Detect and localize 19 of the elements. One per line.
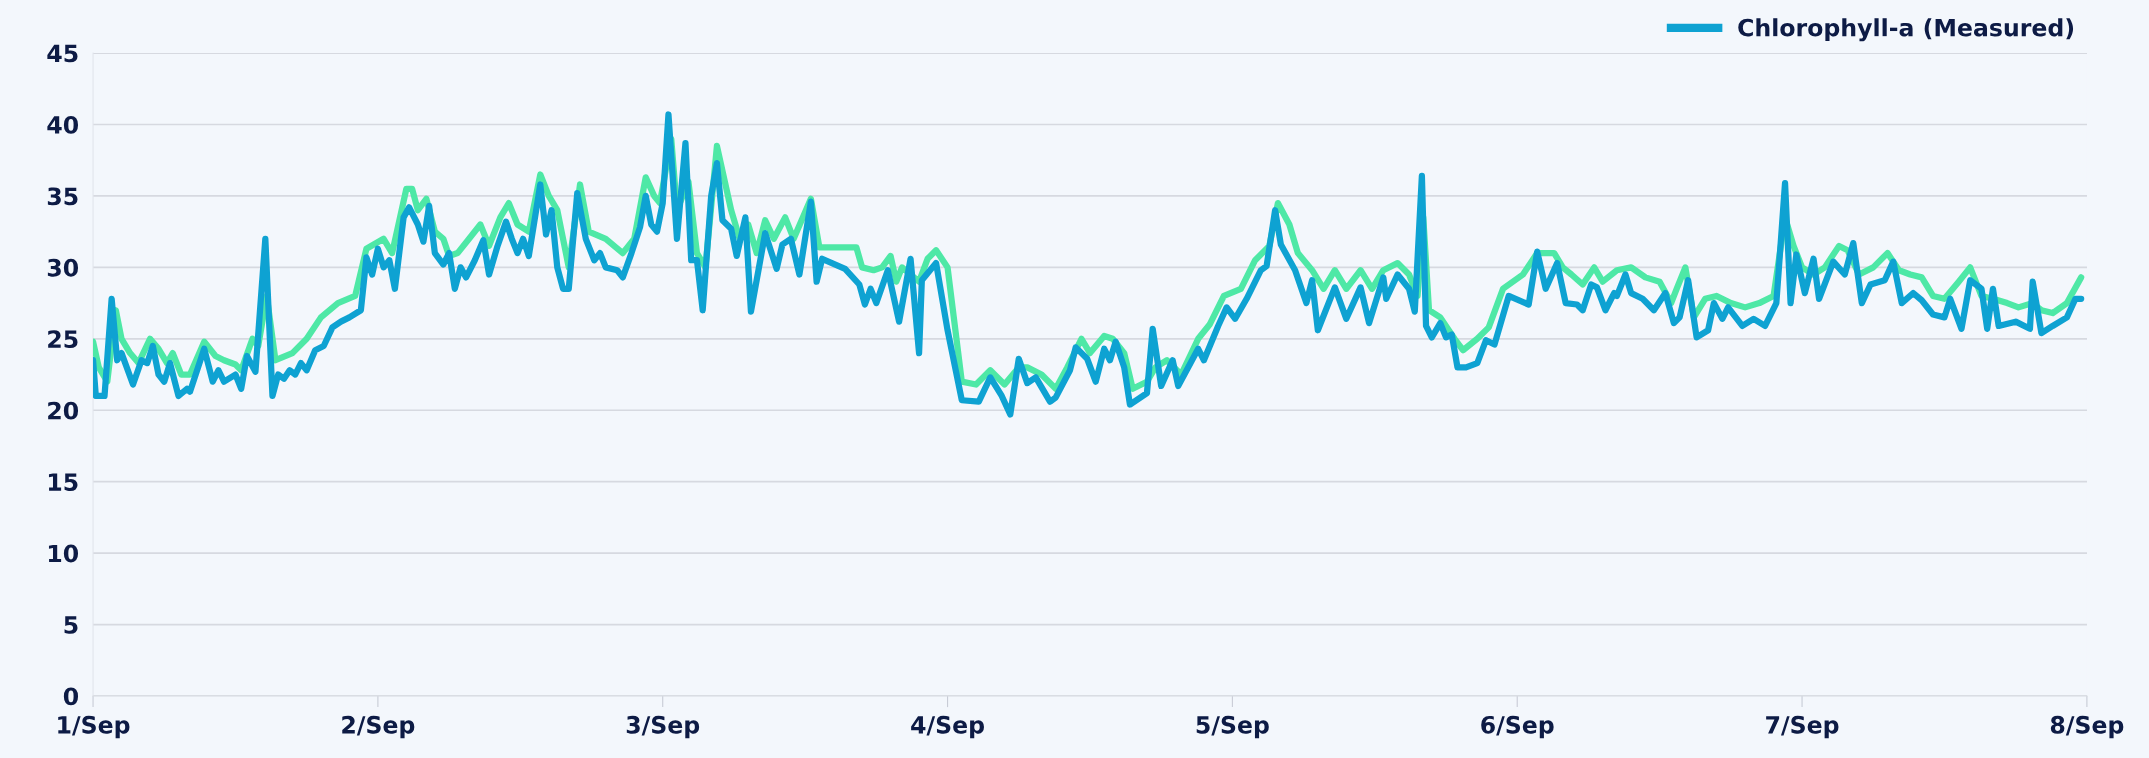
x-tick-label: 6/Sep	[1481, 715, 1554, 739]
x-tick-label: 2/Sep	[342, 715, 415, 739]
y-tick-label: 40	[47, 115, 79, 134]
y-tick-label: 15	[48, 473, 78, 491]
y-tick-label: 45	[47, 44, 78, 63]
x-tick-label: 3/Sep	[626, 715, 700, 739]
y-tick-label: 0	[63, 687, 79, 706]
y-tick-label: 10	[48, 544, 79, 563]
y-tick-label: 35	[47, 187, 78, 206]
x-tick-label: 7/Sep	[1766, 715, 1839, 739]
y-tick-label: 5	[64, 616, 78, 634]
x-tick-label: 1/Sep	[58, 715, 130, 739]
legend-label: Chlorophyll-a (Measured)	[1738, 18, 2074, 42]
x-tick-label: 8/Sep	[2050, 715, 2124, 739]
x-tick-label: 4/Sep	[911, 715, 984, 739]
y-tick-label: 30	[47, 258, 79, 277]
y-tick-label: 25	[48, 330, 78, 349]
x-tick-label: 5/Sep	[1196, 715, 1269, 739]
y-tick-label: 20	[48, 401, 79, 420]
